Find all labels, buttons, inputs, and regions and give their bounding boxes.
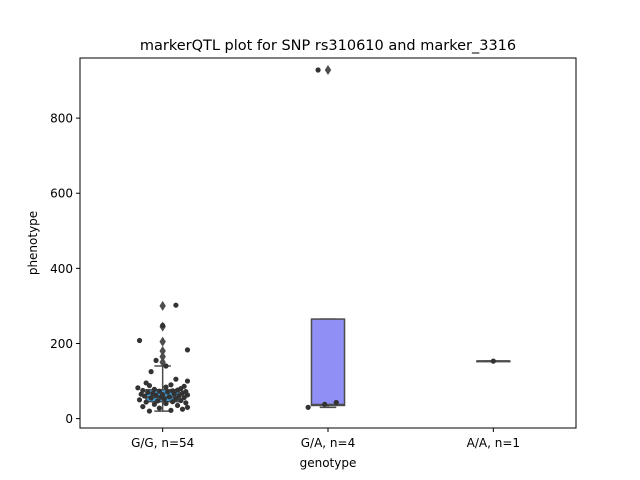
y-tick-label: 400 [50, 262, 73, 276]
data-point [183, 388, 189, 395]
strip-points [490, 358, 496, 364]
data-point [181, 383, 187, 389]
data-point [151, 386, 157, 392]
data-point [155, 398, 161, 404]
data-point [184, 347, 191, 353]
x-axis: G/G, n=54 G/A, n=4 A/A, n=1 [131, 428, 520, 450]
data-point [136, 397, 143, 403]
y-axis: 0 200 400 600 800 [50, 112, 80, 426]
data-point [173, 396, 179, 402]
outlier-marker [159, 345, 166, 356]
data-point [143, 380, 149, 386]
data-point [136, 337, 143, 344]
data-point [169, 399, 176, 405]
y-tick-label: 600 [50, 187, 73, 201]
data-point [179, 406, 186, 412]
data-point [168, 382, 174, 388]
data-point [163, 384, 169, 390]
x-tick-label: A/A, n=1 [467, 436, 520, 450]
outlier-marker [159, 351, 166, 362]
data-point [160, 322, 166, 329]
strip-points [135, 302, 191, 414]
data-point [156, 388, 162, 394]
x-tick-label: G/A, n=4 [301, 436, 355, 450]
data-point [148, 369, 154, 375]
data-point [174, 402, 181, 409]
y-axis-label: phenotype [26, 211, 40, 275]
y-tick-label: 200 [50, 337, 73, 351]
data-point [305, 404, 311, 410]
data-point [333, 399, 339, 406]
data-point [148, 395, 154, 401]
data-point [178, 397, 184, 404]
data-point [150, 390, 156, 397]
data-point [156, 405, 162, 411]
data-point [173, 302, 179, 308]
data-point [184, 404, 191, 410]
data-point [165, 389, 171, 395]
outlier-marker [159, 300, 166, 311]
data-point [163, 363, 169, 369]
data-point [322, 401, 328, 407]
data-point [490, 358, 496, 364]
data-point [140, 403, 146, 410]
data-point [169, 388, 176, 394]
data-point [135, 385, 141, 391]
y-tick-label: 800 [50, 112, 73, 126]
box-iqr [310, 318, 346, 407]
data-point [151, 401, 157, 407]
data-point [145, 389, 151, 395]
chart-title: markerQTL plot for SNP rs310610 and mark… [140, 38, 516, 54]
strip-points [305, 67, 339, 410]
data-point [153, 357, 159, 363]
x-axis-label: genotype [300, 456, 357, 470]
data-point [184, 378, 191, 384]
plot-area [135, 65, 511, 414]
data-point [173, 376, 179, 382]
data-point [146, 408, 153, 414]
data-point [166, 394, 172, 400]
data-point [160, 391, 166, 398]
data-point [140, 387, 146, 394]
data-point [143, 399, 149, 405]
data-point [163, 400, 169, 407]
outlier-marker [159, 336, 166, 347]
x-tick-label: G/G, n=54 [131, 436, 194, 450]
data-point [183, 400, 189, 406]
box-group [310, 65, 346, 409]
data-point [315, 67, 321, 73]
y-tick-label: 0 [65, 412, 73, 426]
data-point [168, 407, 174, 413]
outlier-marker [324, 65, 332, 76]
